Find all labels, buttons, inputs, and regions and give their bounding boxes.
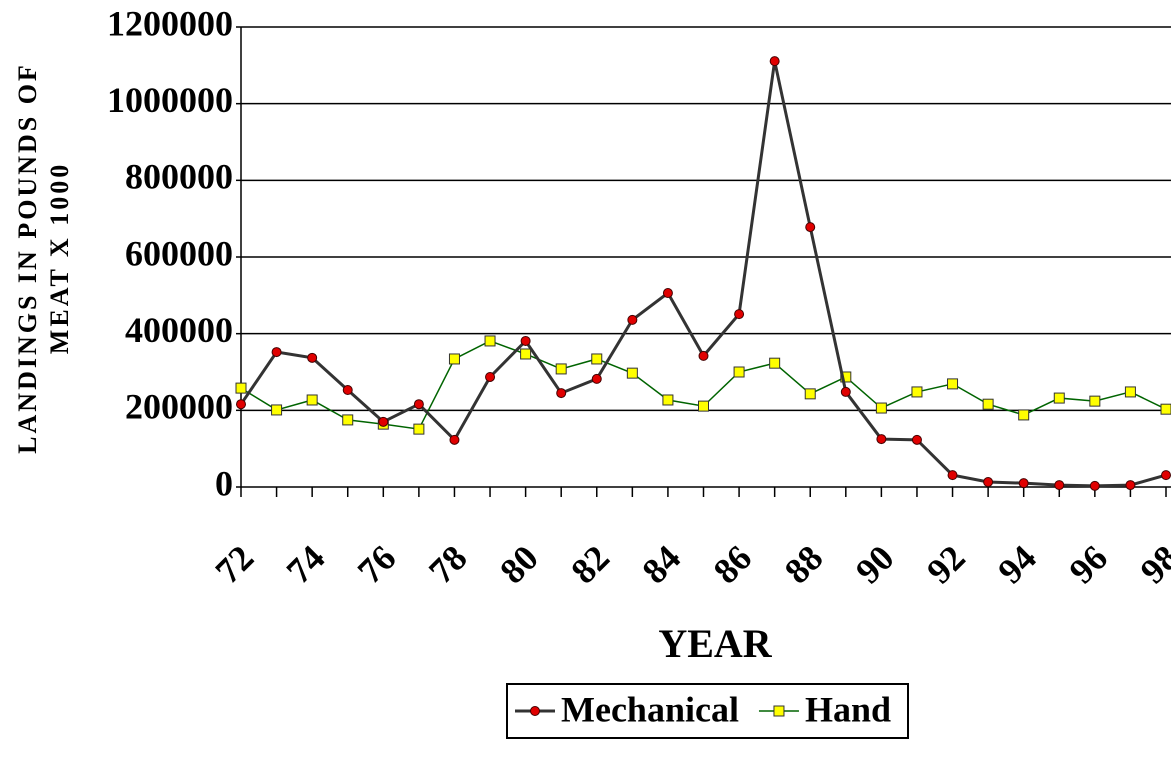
data-point <box>1160 403 1171 415</box>
data-point <box>484 335 496 347</box>
data-point <box>556 388 567 399</box>
data-point <box>271 347 282 358</box>
data-point <box>449 434 460 445</box>
y-tick-label: 0 <box>215 463 233 503</box>
data-point <box>804 388 816 400</box>
data-point <box>1018 478 1029 489</box>
data-point <box>555 363 567 375</box>
data-point <box>1018 409 1030 421</box>
data-point <box>378 416 389 427</box>
x-tick-label: 80 <box>492 537 546 591</box>
data-point <box>1089 480 1100 491</box>
x-tick-label: 88 <box>777 537 831 591</box>
data-point <box>698 350 709 361</box>
data-point <box>698 400 709 412</box>
data-point <box>805 222 816 233</box>
data-point <box>627 314 638 325</box>
data-point <box>769 56 780 67</box>
data-point <box>911 434 922 445</box>
data-point <box>1053 392 1065 404</box>
x-tick-label: 82 <box>563 537 617 591</box>
data-point <box>947 378 959 390</box>
x-tick-label: 90 <box>848 537 902 591</box>
data-point <box>1089 395 1101 407</box>
x-tick-label: 94 <box>990 537 1044 591</box>
legend-label: Mechanical <box>561 689 739 729</box>
y-axis-title: LANDINGS IN POUNDS OF <box>13 62 42 454</box>
x-tick-label: 76 <box>350 537 404 591</box>
data-point <box>947 470 958 481</box>
y-tick-label: 400000 <box>125 310 233 350</box>
y-tick-label: 200000 <box>125 387 233 427</box>
data-point <box>1124 386 1136 398</box>
data-point <box>236 399 246 410</box>
x-tick-label: 78 <box>421 537 475 591</box>
data-point <box>306 394 318 406</box>
data-point <box>983 477 994 488</box>
y-tick-label: 1200000 <box>107 3 233 43</box>
data-point <box>271 404 283 416</box>
data-point <box>520 348 532 360</box>
data-point <box>1161 470 1171 481</box>
data-point <box>911 386 923 398</box>
data-point <box>342 414 354 426</box>
data-point <box>626 367 638 379</box>
data-point <box>591 373 602 384</box>
y-tick-label: 600000 <box>125 233 233 273</box>
x-tick-label: 98 <box>1132 537 1171 591</box>
data-point <box>662 288 673 299</box>
data-point <box>840 371 852 383</box>
data-point <box>448 353 460 365</box>
legend-box <box>506 683 909 739</box>
x-tick-label: 74 <box>279 537 333 591</box>
data-point <box>734 309 745 320</box>
y-axis-title: MEAT X 1000 <box>45 162 74 354</box>
data-point <box>769 357 781 369</box>
y-tick-label: 800000 <box>125 157 233 197</box>
data-point <box>235 382 247 394</box>
data-point <box>591 353 603 365</box>
legend-label: Hand <box>805 689 891 729</box>
data-point <box>485 371 496 382</box>
legend-marker <box>773 705 785 717</box>
data-point <box>1125 480 1136 491</box>
y-tick-label: 1000000 <box>107 80 233 120</box>
data-point <box>1054 480 1065 491</box>
data-point <box>662 394 674 406</box>
x-tick-label: 86 <box>706 537 760 591</box>
x-tick-label: 84 <box>634 537 688 591</box>
data-point <box>520 335 531 346</box>
data-point <box>413 423 425 435</box>
data-point <box>876 434 887 445</box>
data-point <box>840 386 851 397</box>
data-point <box>413 399 424 410</box>
x-tick-label: 96 <box>1061 537 1115 591</box>
legend-marker <box>530 706 540 716</box>
x-axis-title: YEAR <box>658 621 772 666</box>
data-point <box>875 402 887 414</box>
data-point <box>982 398 994 410</box>
x-tick-label: 72 <box>207 537 261 591</box>
data-point <box>342 385 353 396</box>
data-point <box>733 366 745 378</box>
data-point <box>307 352 318 363</box>
x-tick-label: 92 <box>919 537 973 591</box>
